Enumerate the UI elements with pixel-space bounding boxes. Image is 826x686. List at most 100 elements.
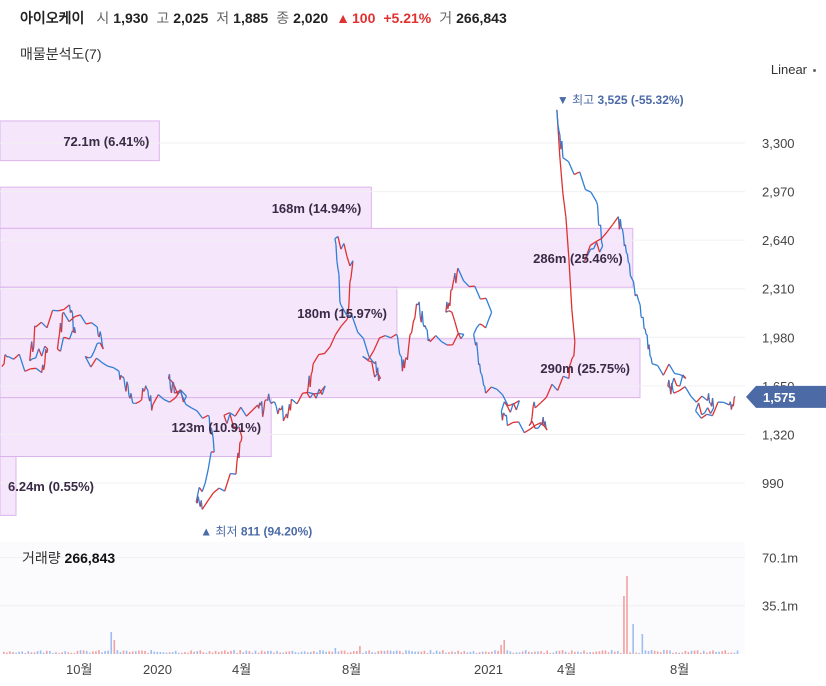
price-segment [512,421,519,424]
price-segment [403,359,407,369]
price-segment [625,252,628,255]
volume-bar [113,640,116,654]
volume-bar [217,651,220,654]
price-segment [412,317,416,323]
volume-bar [383,650,386,654]
volume-bar [518,652,521,654]
volume-bar [653,650,656,654]
price-segment [528,423,531,426]
volume-bar [52,652,54,654]
volume-bar [18,651,20,654]
volume-bar [555,650,558,654]
price-segment [600,241,604,247]
price-segment [277,407,281,415]
volume-bar [460,652,463,654]
price-segment [96,326,99,336]
price-segment [312,354,320,365]
price-segment [627,262,630,264]
volume-bar [239,650,241,654]
annotation-part: 최고 [572,93,594,107]
price-segment [668,379,671,388]
price-segment [598,224,601,227]
price-segment [73,327,77,333]
price-segment [281,405,285,422]
price-segment [697,402,703,415]
price-segment [540,423,545,427]
price-segment [449,289,452,306]
change-value: 100 [352,10,376,26]
price-segment [551,383,559,391]
price-segment [59,337,65,352]
price-segment [559,157,564,194]
price-segment [138,400,142,403]
price-segment [695,395,703,403]
price-segment [321,385,326,395]
price-segment [418,301,421,317]
price-segment [457,332,462,339]
volume-bar [153,651,156,654]
price-segment [313,392,320,395]
volume-bar [21,651,24,654]
price-segment [262,410,265,417]
price-segment [264,399,267,402]
price-segment [679,386,686,392]
price-segment [6,355,9,358]
price-segment [1,364,4,368]
volume-bar [432,652,435,654]
volume-bar [36,651,39,654]
price-segment [395,334,398,337]
volume-bar [184,652,186,654]
price-segment [35,348,40,359]
price-segment [411,321,414,333]
price-segment [289,399,293,411]
volume-bar [491,651,493,654]
price-segment [68,316,76,323]
price-segment [318,352,325,356]
price-segment [245,410,253,417]
volume-bar [306,652,309,654]
price-segment [711,401,719,416]
price-segment [318,388,323,395]
price-segment [335,244,338,262]
price-segment [334,238,337,245]
volume-bar [681,652,684,654]
volume-bar [119,652,122,654]
volume-bar [641,634,644,654]
price-segment [460,333,465,340]
volume-bar [371,652,373,654]
high-label: 고 [156,10,170,26]
price-segment [130,393,134,403]
volume-bar [15,652,17,654]
volume-bar [70,652,73,654]
price-segment [43,363,46,370]
price-segment [282,417,286,422]
price-segment [482,324,487,329]
volume-bar [110,632,113,654]
volume-bar [276,650,278,654]
price-segment [163,398,170,403]
volume-bar [365,651,367,654]
volume-bar [589,651,591,654]
volume-bar [162,652,165,654]
price-segment [174,390,181,394]
price-segment [232,424,237,430]
price-segment [684,386,692,397]
price-segment [357,331,364,339]
volume-bar [494,650,496,654]
price-segment [636,294,640,301]
price-segment [41,346,46,357]
volume-bar [488,652,490,654]
scale-selector[interactable]: Linear [771,62,816,77]
price-segment [229,412,236,417]
price-segment [584,245,591,261]
close-label: 종 [276,10,290,26]
volume-bar [362,652,364,654]
price-segment [230,472,237,475]
price-segment [291,398,298,405]
volume-bar [374,652,377,654]
volume-bar [620,652,622,654]
price-segment [476,342,479,353]
price-segment [340,304,348,316]
volume-bar [263,651,266,654]
